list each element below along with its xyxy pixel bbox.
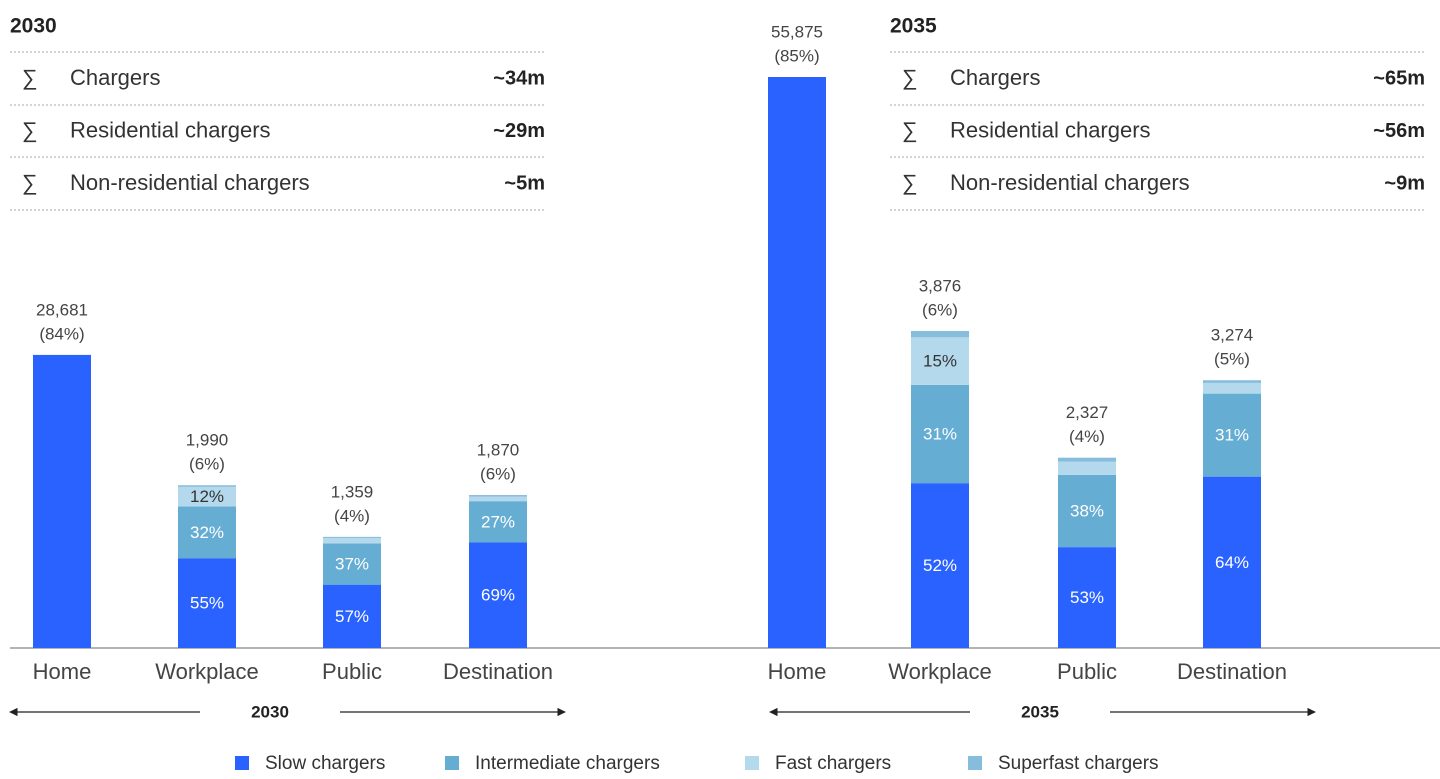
total-label: 1,359 [331,482,374,501]
summary-label: Non-residential chargers [70,170,310,195]
bar-segment [323,537,381,544]
bar-segment [178,558,236,648]
summary-label: Residential chargers [950,117,1151,142]
legend-swatch [745,756,759,770]
segment-label: 37% [335,555,369,574]
summary-label: Residential chargers [70,117,271,142]
sum-symbol: ∑ [902,170,918,195]
panel-title: 2030 [10,15,57,38]
bar-segment [178,486,236,507]
bar-segment [323,536,381,538]
summary-value: ~29m [493,120,545,142]
segment-label: 57% [335,607,369,626]
x-tick-label: Public [322,659,382,684]
bar-segment [33,354,91,648]
summary-value: ~65m [1373,67,1425,89]
sum-symbol: ∑ [22,170,38,195]
x-tick-label: Workplace [155,659,259,684]
bar-segment [1058,457,1116,462]
segment-label: 64% [1215,553,1249,572]
share-label: (6%) [189,455,225,474]
summary-label: Non-residential chargers [950,170,1190,195]
segment-label: 15% [923,352,957,371]
x-tick-label: Destination [443,659,553,684]
x-tick-label: Workplace [888,659,992,684]
segment-label: 32% [190,523,224,542]
segment-label: 52% [923,556,957,575]
bar-segment [178,485,236,487]
x-tick-label: Destination [1177,659,1287,684]
total-label: 3,876 [919,276,962,295]
bar-segment [911,337,969,385]
share-label: (5%) [1214,350,1250,369]
axis-label: 2030 [251,702,289,721]
summary-value: ~34m [493,67,545,89]
axis-label: 2035 [1021,702,1059,721]
segment-label: 69% [481,586,515,605]
bar-segment [911,483,969,648]
share-label: (84%) [39,324,84,343]
bar-segment [323,584,381,648]
share-label: (6%) [922,300,958,319]
summary-label: Chargers [70,65,160,90]
legend-swatch [445,756,459,770]
legend-label: Intermediate chargers [475,753,660,774]
segment-label: 55% [190,594,224,613]
segment-label: 31% [923,425,957,444]
total-label: 28,681 [36,300,88,319]
bar-segment [1203,393,1261,477]
segment-label: 31% [1215,426,1249,445]
summary-value: ~9m [1384,172,1425,194]
bar-segment [1203,382,1261,394]
bar-segment [469,501,527,543]
bar-segment [1058,547,1116,648]
panel-title: 2035 [890,15,937,38]
share-label: (4%) [1069,427,1105,446]
summary-label: Chargers [950,65,1040,90]
share-label: (4%) [334,506,370,525]
bar-segment [469,496,527,502]
bar-segment [768,77,826,648]
x-tick-label: Home [33,659,92,684]
total-label: 1,990 [186,431,229,450]
share-label: (85%) [774,46,819,65]
segment-label: 38% [1070,501,1104,520]
legend-label: Slow chargers [265,753,385,774]
total-label: 2,327 [1066,403,1109,422]
bar-segment [911,384,969,484]
bar-segment [469,542,527,648]
total-label: 1,870 [477,441,520,460]
bar-segment [1203,476,1261,648]
share-label: (6%) [480,465,516,484]
x-tick-label: Home [768,659,827,684]
legend-label: Fast chargers [775,753,891,774]
bar-segment [1058,461,1116,475]
segment-label: 53% [1070,588,1104,607]
total-label: 55,875 [771,22,823,41]
x-tick-label: Public [1057,659,1117,684]
bar-segment [1203,380,1261,383]
segment-label: 12% [190,487,224,506]
sum-symbol: ∑ [22,117,38,142]
sum-symbol: ∑ [902,65,918,90]
sum-symbol: ∑ [22,65,38,90]
legend-swatch [235,756,249,770]
sum-symbol: ∑ [902,117,918,142]
bar-segment [323,543,381,585]
bar-segment [911,331,969,338]
legend-swatch [968,756,982,770]
summary-value: ~5m [504,172,545,194]
segment-label: 27% [481,512,515,531]
bar-segment [178,506,236,559]
bar-segment [469,495,527,497]
total-label: 3,274 [1211,326,1254,345]
summary-value: ~56m [1373,120,1425,142]
bar-segment [1058,474,1116,548]
legend-label: Superfast chargers [998,753,1159,774]
